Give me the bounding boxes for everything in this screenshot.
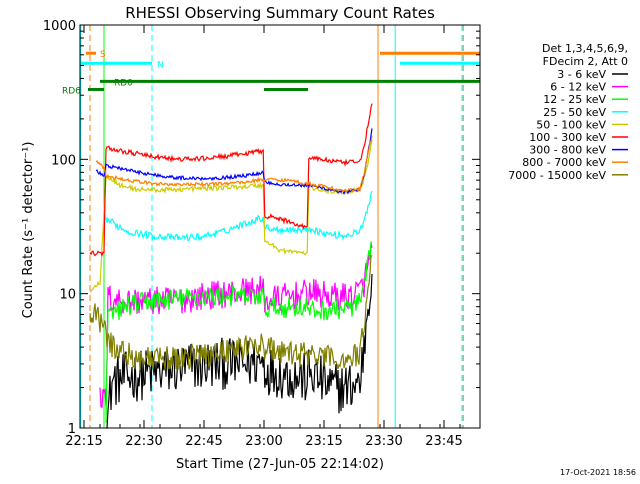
series-line-2 [105,241,373,423]
legend-label-4: 50 - 100 keV [536,118,606,131]
chart-title: RHESSI Observing Summary Count Rates [125,4,435,22]
legend-label-7: 800 - 7000 keV [522,156,606,169]
legend-label-3: 25 - 50 keV [543,106,606,119]
legend-label-8: 7000 - 15000 keV [508,169,606,182]
legend-label-5: 100 - 300 keV [529,131,606,144]
series-line-4 [89,139,373,293]
y-tick-label-2: 100 [51,153,76,168]
x-tick-label-3: 23:00 [245,434,282,449]
flag-label-2: RD0 [114,78,133,88]
legend-header-detectors: Det 1,3,4,5,6,9, [542,42,628,55]
x-tick-label-6: 23:45 [425,434,462,449]
legend-header-decimation: FDecim 2, Att 0 [543,55,628,68]
x-tick-label-1: 22:30 [125,434,162,449]
legend-label-6: 300 - 800 keV [529,144,606,157]
legend-label-0: 3 - 6 keV [557,68,606,81]
y-tick-label-0: 1 [68,422,76,437]
series-line-8 [89,254,373,371]
legend-label-1: 6 - 12 keV [550,81,606,94]
x-tick-label-4: 23:15 [305,434,342,449]
series-line-6 [95,128,373,196]
x-tick-label-2: 22:45 [185,434,222,449]
flag-label-3: RD6 [62,86,81,96]
x-tick-label-0: 22:15 [65,434,102,449]
series-line-3 [105,190,373,243]
plot-timestamp: 17-Oct-2021 18:56 [560,468,636,477]
series-line-7 [95,135,373,193]
plot-axes: 22:15 22:30 22:45 23:00 23:15 23:30 23:45 1 10 10… [43,19,481,449]
y-tick-label-3: 1000 [43,19,76,34]
flag-bars: S N RD0 RD6 [62,50,480,96]
y-axis-label: Count Rate (s⁻¹ detector⁻¹) [21,142,36,319]
series-line-5 [89,103,373,258]
flag-label-0: S [100,50,106,60]
y-tick-label-1: 10 [59,288,76,303]
flag-label-1: N [157,60,164,70]
x-axis-label: Start Time (27-Jun-05 22:14:02) [176,457,384,472]
x-tick-label-5: 23:30 [365,434,402,449]
series-lines [89,103,373,429]
legend-label-2: 12 - 25 keV [543,93,606,106]
series-line-0 [106,273,373,429]
